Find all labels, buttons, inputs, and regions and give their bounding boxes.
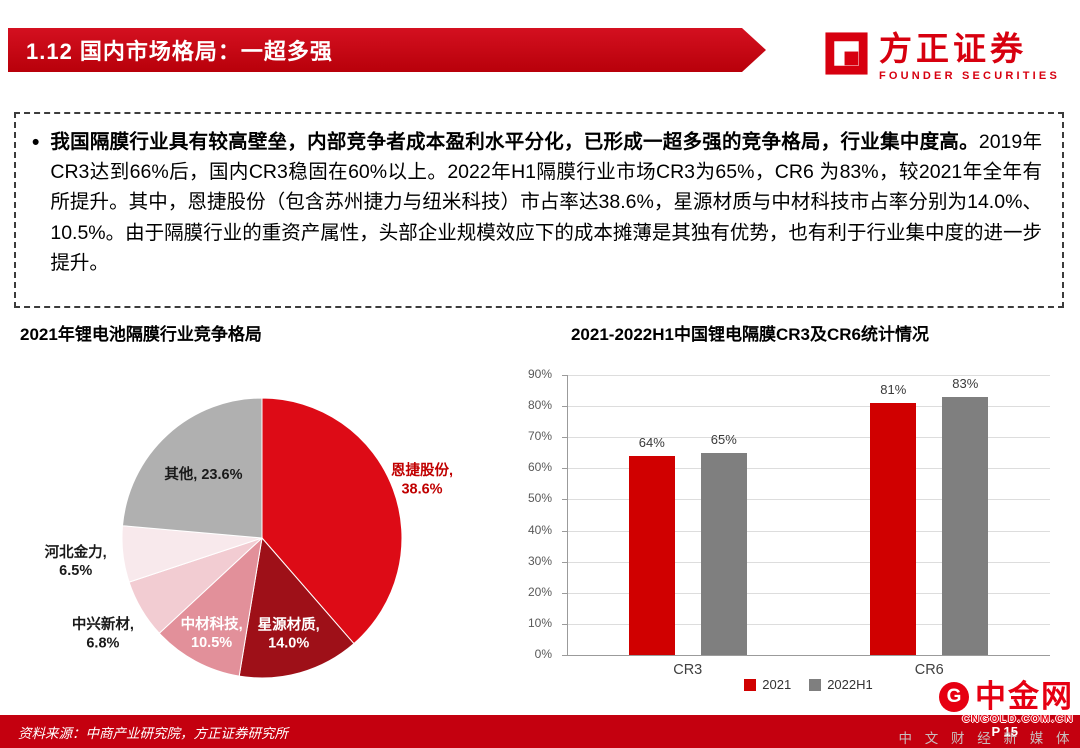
gridline-0 — [567, 655, 1050, 656]
pie-chart: 恩捷股份, 38.6% 星源材质, 14.0% 中材科技, 10.5% 中兴新材, 6.8% 河… — [45, 397, 453, 679]
watermark-brand: 中金网 — [975, 679, 1074, 714]
y-tick-label: 80% — [527, 398, 552, 413]
brand-text: 方正证券 FOUNDER SECURITIES — [879, 30, 1060, 82]
gridline-40 — [567, 530, 1050, 532]
y-tickmark — [562, 561, 567, 563]
pie-label-星源材质: 星源材质, 14.0% — [258, 615, 320, 651]
bar-plot-area: 64% 65% CR3 81% 83% CR6 — [562, 375, 1050, 678]
legend-label-2021: 2021 — [762, 677, 792, 692]
y-tickmark — [562, 375, 567, 376]
pie-slice-星源材质 — [238, 536, 355, 679]
watermark-tagline: 中 文 财 经 新 媒 体 — [898, 731, 1074, 746]
summary-body: 2019年CR3达到66%后，国内CR3稳固在60%以上。2022年H1隔膜行业… — [50, 131, 1042, 274]
pie-slice-中材科技 — [158, 536, 263, 677]
cngold-logo-icon: G — [939, 681, 969, 712]
y-tick-label: 10% — [527, 615, 552, 630]
brand-name: 方正证券 — [878, 30, 1027, 67]
footer-bar: 资料来源：中商产业研究院，方正证券研究所 P 15 — [0, 715, 1080, 748]
gridline-30 — [567, 561, 1050, 563]
summary-box: • 我国隔膜行业具有较高壁垒，内部竞争者成本盈利水平分化，已形成一超多强的竞争格… — [14, 112, 1064, 308]
bar-value-label-CR6-2022H1: 83% — [952, 375, 979, 391]
bar-CR3-2022H1 — [700, 452, 747, 655]
page-number: P 15 — [991, 724, 1018, 739]
gridline-90 — [567, 375, 1050, 376]
y-tickmark — [562, 623, 567, 625]
bar-CR6-2022H1 — [942, 396, 989, 655]
cngold-logo-letter: G — [946, 685, 962, 707]
legend-swatch-2022H1 — [809, 678, 822, 691]
founder-securities-logo: 方正证券 FOUNDER SECURITIES — [823, 30, 1060, 82]
bar-y-axis-labels: 0% 10% 20% 30% 40% 50% 60% 70% 80% 90% — [518, 367, 560, 661]
bar-chart-title: 2021-2022H1中国锂电隔膜CR3及CR6统计情况 — [570, 325, 930, 344]
founder-logo-icon — [823, 30, 870, 77]
legend-label-2022H1: 2022H1 — [827, 677, 873, 692]
watermark-site: CNGOLD.COM.CN — [962, 713, 1074, 725]
bullet-marker: • — [32, 131, 40, 154]
source-note: 资料来源：中商产业研究院，方正证券研究所 — [18, 725, 288, 741]
pie-slice-其他 — [121, 397, 263, 539]
y-tick-label: 60% — [527, 460, 552, 475]
legend-item-2021: 2021 — [744, 677, 791, 692]
y-tickmark — [562, 592, 567, 594]
watermark-brand-row: G 中金网 — [859, 681, 1074, 712]
bar-CR6-2021 — [870, 403, 917, 655]
pie-slice-恩捷股份 — [261, 397, 403, 645]
x-category-label-CR6: CR6 — [914, 662, 944, 678]
bar-CR3-2021 — [628, 455, 675, 655]
section-title: 1.12 国内市场格局：一超多强 — [26, 39, 333, 64]
y-tick-label: 70% — [527, 429, 552, 444]
y-tick-label: 0% — [534, 647, 552, 661]
pie-label-中兴新材: 中兴新材, 6.8% — [72, 615, 134, 651]
bar-chart-legend: 2021 2022H1 — [567, 677, 1050, 692]
y-tickmark — [562, 499, 567, 501]
y-tick-label: 20% — [527, 584, 552, 599]
section-title-banner: 1.12 国内市场格局：一超多强 — [8, 28, 766, 72]
pie-chart-title: 2021年锂电池隔膜行业竞争格局 — [20, 325, 262, 344]
bar-value-label-CR3-2022H1: 65% — [710, 431, 737, 447]
legend-item-2022H1: 2022H1 — [809, 677, 873, 692]
bar-value-label-CR3-2021: 64% — [638, 434, 665, 450]
brand-subtitle: FOUNDER SECURITIES — [878, 69, 1060, 82]
gridline-50 — [567, 499, 1050, 501]
pie-label-中材科技: 中材科技, 10.5% — [181, 615, 243, 651]
pie-label-其他: 其他, 23.6% — [164, 465, 242, 483]
pie-label-恩捷股份: 恩捷股份, 38.6% — [391, 461, 453, 497]
y-tickmark — [562, 655, 567, 656]
gridline-60 — [567, 468, 1050, 470]
gridline-10 — [567, 623, 1050, 625]
gridline-80 — [567, 406, 1050, 408]
pie-label-河北金力: 河北金力, 6.5% — [45, 543, 107, 579]
gridline-20 — [567, 592, 1050, 594]
y-axis-line — [567, 375, 568, 655]
y-tick-label: 90% — [527, 367, 552, 381]
y-tick-label: 40% — [527, 522, 552, 537]
summary-paragraph: 我国隔膜行业具有较高壁垒，内部竞争者成本盈利水平分化，已形成一超多强的竞争格局，… — [50, 127, 1042, 306]
y-tickmark — [562, 437, 567, 439]
y-tickmark — [562, 530, 567, 532]
cngold-watermark: G 中金网 CNGOLD.COM.CN 中 文 财 经 新 媒 体 — [859, 681, 1074, 747]
x-category-label-CR3: CR3 — [673, 662, 703, 678]
y-tickmark — [562, 468, 567, 470]
bar-value-label-CR6-2021: 81% — [880, 382, 907, 397]
gridline-70 — [567, 437, 1050, 439]
y-tickmark — [562, 406, 567, 408]
summary-lead: 我国隔膜行业具有较高壁垒，内部竞争者成本盈利水平分化，已形成一超多强的竞争格局，… — [50, 131, 979, 153]
legend-swatch-2021 — [744, 678, 757, 691]
y-tick-label: 50% — [527, 491, 552, 506]
y-tick-label: 30% — [527, 553, 552, 568]
